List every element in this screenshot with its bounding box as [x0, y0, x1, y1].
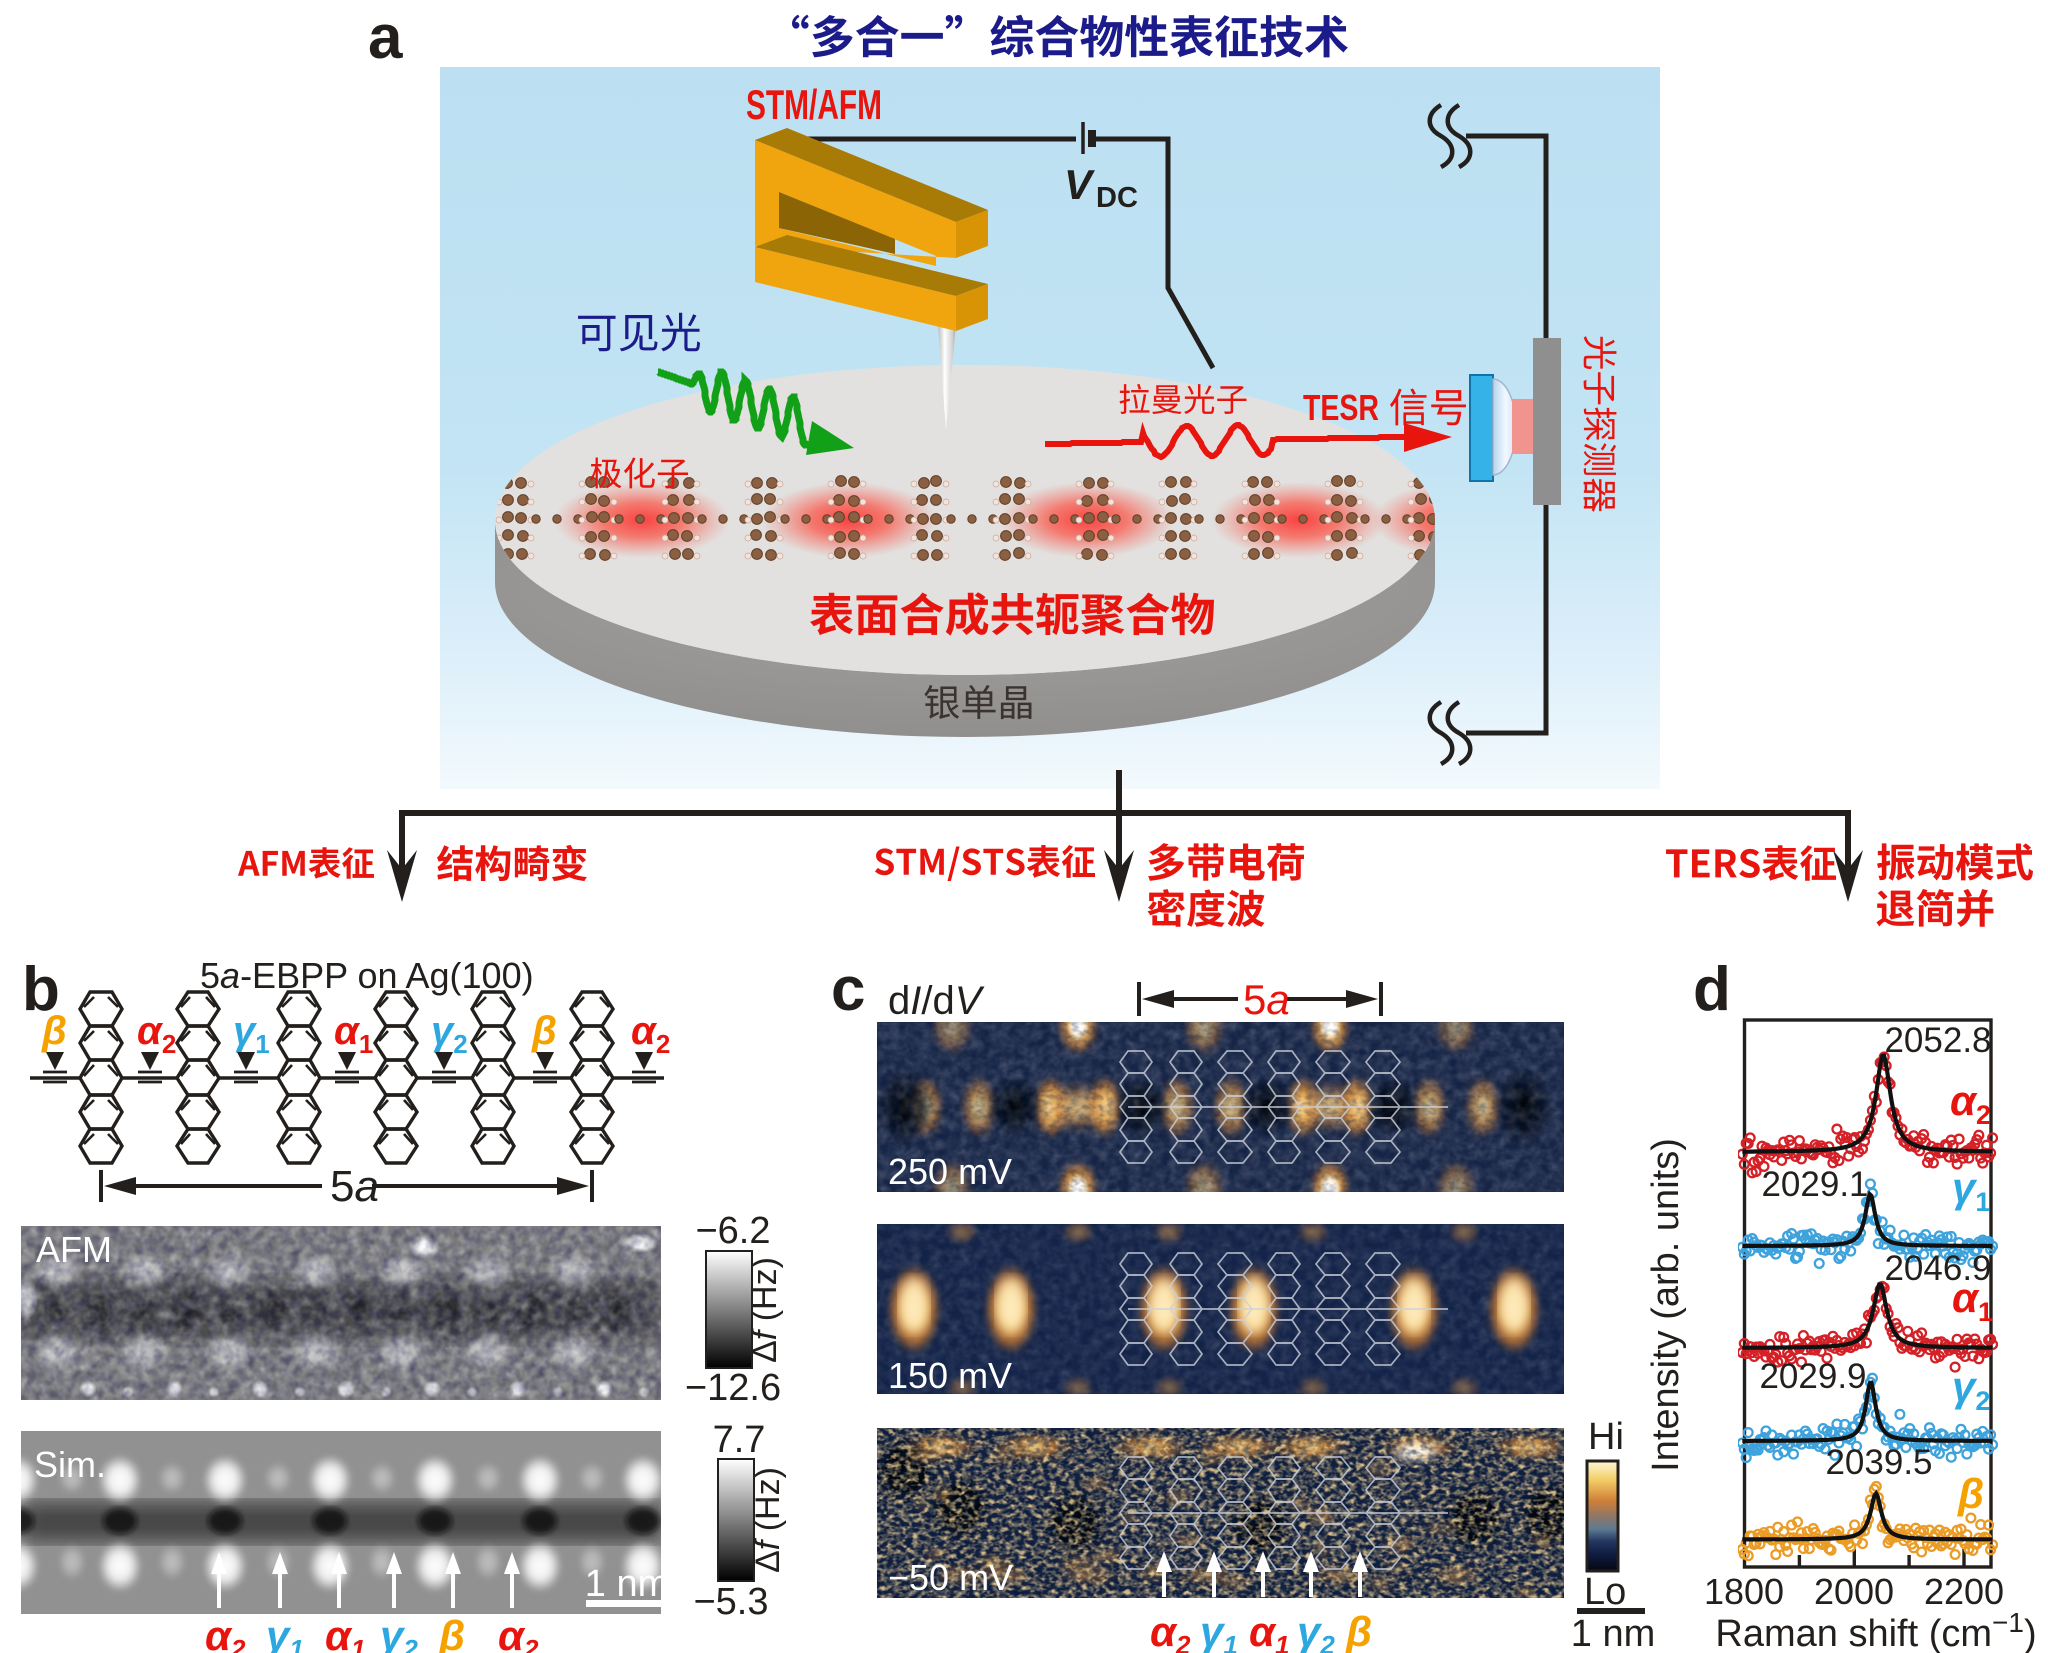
svg-text:Lo: Lo: [1584, 1571, 1626, 1613]
svg-text:d: d: [1693, 955, 1731, 1024]
svg-text:5a: 5a: [1243, 976, 1290, 1023]
svg-text:α2: α2: [205, 1612, 246, 1653]
svg-text:β: β: [41, 1009, 67, 1053]
svg-text:α2: α2: [631, 1009, 670, 1059]
svg-text:γ2: γ2: [1952, 1363, 1990, 1416]
svg-text:TESR: TESR: [1303, 387, 1379, 428]
svg-text:STM/AFM: STM/AFM: [746, 81, 882, 128]
svg-text:β: β: [531, 1009, 557, 1053]
svg-text:γ1: γ1: [1952, 1164, 1990, 1217]
svg-text:7.7: 7.7: [713, 1419, 766, 1461]
svg-text:α2: α2: [498, 1612, 539, 1653]
svg-text:α1: α1: [1249, 1608, 1290, 1653]
svg-text:2029.9: 2029.9: [1759, 1357, 1866, 1396]
svg-text:1 nm: 1 nm: [585, 1563, 669, 1605]
svg-text:AFM: AFM: [36, 1229, 112, 1270]
svg-text:−5.3: −5.3: [693, 1581, 768, 1623]
svg-text:Δf (Hz): Δf (Hz): [749, 1467, 787, 1573]
svg-text:α2: α2: [1150, 1608, 1191, 1653]
svg-text:b: b: [22, 955, 60, 1024]
svg-text:γ1: γ1: [266, 1612, 304, 1653]
svg-text:DC: DC: [1096, 182, 1138, 214]
svg-text:2000: 2000: [1814, 1571, 1894, 1612]
svg-text:−12.6: −12.6: [685, 1367, 781, 1409]
svg-text:2029.1: 2029.1: [1761, 1165, 1868, 1204]
svg-text:α2: α2: [1950, 1077, 1991, 1130]
svg-text:Δf (Hz): Δf (Hz): [746, 1257, 784, 1363]
svg-text:2052.8: 2052.8: [1884, 1021, 1991, 1060]
svg-text:150 mV: 150 mV: [888, 1355, 1012, 1396]
svg-text:−6.2: −6.2: [695, 1210, 770, 1252]
svg-text:2046.9: 2046.9: [1884, 1249, 1991, 1288]
svg-text:250 mV: 250 mV: [888, 1151, 1012, 1192]
svg-text:c: c: [831, 955, 865, 1024]
svg-text:γ1: γ1: [233, 1009, 270, 1059]
svg-text:5a-EBPP on Ag(100): 5a-EBPP on Ag(100): [200, 955, 534, 996]
svg-text:Raman shift (cm−1): Raman shift (cm−1): [1715, 1607, 2036, 1653]
svg-text:5a: 5a: [330, 1162, 379, 1211]
svg-text:γ1: γ1: [1200, 1608, 1238, 1653]
svg-text:β: β: [438, 1612, 465, 1653]
svg-text:a: a: [368, 3, 403, 72]
svg-text:α1: α1: [325, 1612, 366, 1653]
svg-text:−50 mV: −50 mV: [888, 1557, 1013, 1598]
svg-text:β: β: [1957, 1470, 1984, 1517]
svg-text:2200: 2200: [1924, 1571, 2004, 1612]
svg-text:Sim.: Sim.: [34, 1444, 106, 1485]
svg-text:γ2: γ2: [431, 1009, 468, 1059]
svg-text:V: V: [1064, 161, 1095, 208]
svg-text:α1: α1: [1952, 1274, 1993, 1327]
svg-text:1 nm: 1 nm: [1571, 1613, 1655, 1653]
svg-text:γ2: γ2: [1297, 1608, 1335, 1653]
svg-text:2039.5: 2039.5: [1825, 1443, 1932, 1482]
svg-text:dI/dV: dI/dV: [888, 979, 985, 1023]
svg-text:β: β: [1345, 1608, 1372, 1653]
svg-text:α2: α2: [137, 1009, 176, 1059]
svg-text:α1: α1: [334, 1009, 373, 1059]
svg-text:1800: 1800: [1704, 1571, 1784, 1612]
svg-text:γ2: γ2: [380, 1612, 418, 1653]
svg-text:Hi: Hi: [1588, 1416, 1624, 1458]
svg-text:Intensity (arb. units): Intensity (arb. units): [1645, 1138, 1687, 1472]
